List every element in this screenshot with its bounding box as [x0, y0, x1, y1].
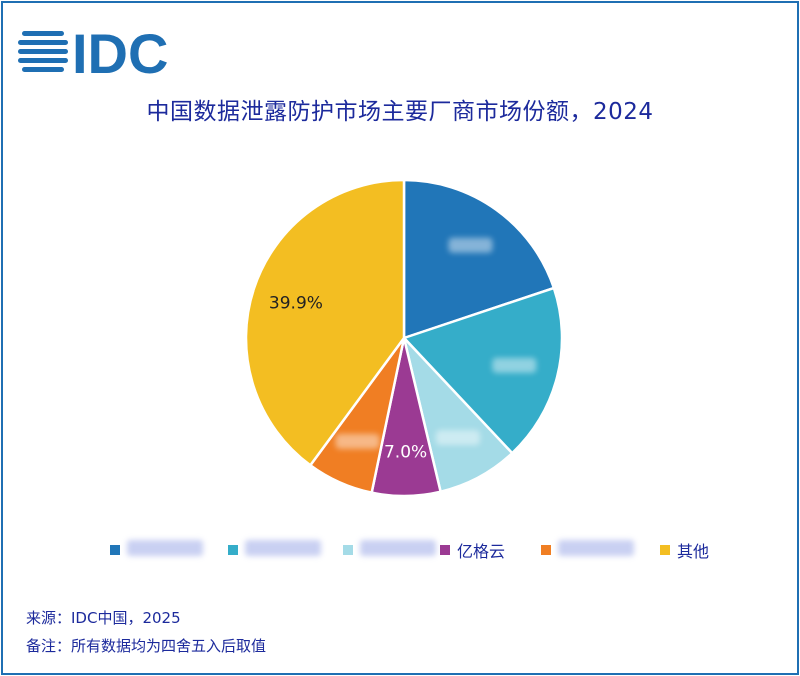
- legend-swatch: [228, 545, 238, 555]
- legend-label-obscured: [558, 540, 634, 560]
- chart-notes: 来源：IDC中国，2025 备注：所有数据均为四舍五入后取值: [26, 604, 266, 660]
- legend-item: [110, 537, 203, 563]
- rounding-note: 备注：所有数据均为四舍五入后取值: [26, 637, 267, 655]
- pie-slice-2: [401, 286, 564, 455]
- slice-value-label: 7.0%: [384, 443, 427, 463]
- slice-value-label-obscured: [435, 430, 480, 446]
- legend-label-obscured: [127, 540, 203, 560]
- legend-swatch: [343, 545, 353, 555]
- legend-swatch: [440, 545, 450, 555]
- slice-value-label-obscured: [492, 357, 537, 373]
- chart-legend: 亿格云 其他: [0, 537, 800, 563]
- legend-item: [228, 537, 321, 563]
- legend-swatch: [660, 545, 670, 555]
- chart-title: 中国数据泄露防护市场主要厂商市场份额，2024: [146, 99, 654, 125]
- legend-swatch: [541, 545, 551, 555]
- legend-item: 亿格云: [440, 537, 505, 563]
- pie-slice-1: [402, 178, 556, 340]
- slice-value-label-obscured: [335, 433, 380, 449]
- legend-item: [343, 537, 436, 563]
- source-note: 来源：IDC中国，2025: [26, 609, 181, 627]
- legend-label: 其他: [677, 542, 710, 561]
- legend-item: [541, 537, 634, 563]
- pie-slice-6: [244, 178, 406, 467]
- logo-text: IDC: [72, 22, 168, 78]
- legend-label: 亿格云: [457, 542, 506, 561]
- legend-label-obscured: [360, 540, 436, 560]
- idc-logo: IDC: [18, 22, 168, 78]
- slice-value-label-obscured: [448, 237, 493, 253]
- legend-label-obscured: [245, 540, 321, 560]
- slice-value-label: 39.9%: [269, 294, 323, 314]
- legend-swatch: [110, 545, 120, 555]
- legend-item: 其他: [660, 537, 709, 563]
